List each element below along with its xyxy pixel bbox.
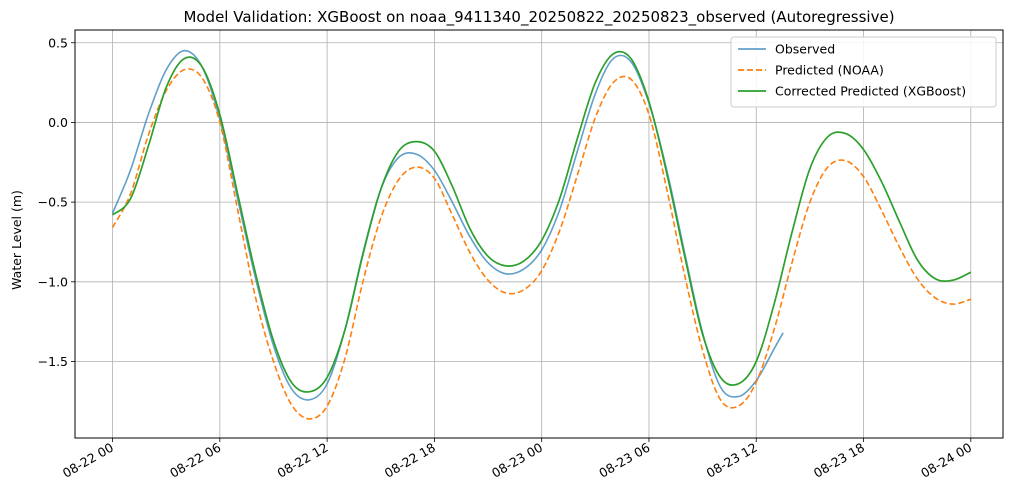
x-tick-label: 08-22 12	[274, 440, 330, 481]
series-line-observed	[111, 49, 784, 401]
legend-label: Observed	[775, 42, 835, 57]
y-tick-label: −1.0	[38, 274, 68, 289]
y-tick-label: 0.5	[48, 35, 68, 50]
x-tick-label: 08-22 00	[60, 440, 116, 481]
series-line-corrected-predicted-xgboost	[111, 50, 972, 393]
x-tick-label: 08-24 00	[918, 440, 974, 481]
x-tick-label: 08-23 06	[596, 440, 652, 481]
series-line-predicted-noaa	[111, 68, 972, 420]
x-tick-label: 08-22 18	[382, 440, 438, 481]
legend-box	[730, 36, 997, 108]
x-tick-label: 08-22 06	[167, 440, 223, 481]
chart-title: Model Validation: XGBoost on noaa_941134…	[183, 8, 894, 27]
x-tick-label: 08-23 12	[704, 440, 760, 481]
legend: Observed Predicted (NOAA) Corrected Predic…	[730, 36, 997, 108]
legend-label: Corrected Predicted (XGBoost)	[775, 84, 966, 99]
y-axis-label: Water Level (m)	[9, 190, 24, 290]
x-tick-label: 08-23 18	[811, 440, 867, 481]
x-tick-label: 08-23 00	[489, 440, 545, 481]
plot-frame	[74, 29, 1004, 439]
legend-label: Predicted (NOAA)	[775, 63, 884, 78]
plot-series	[111, 49, 972, 420]
y-tick-label: 0.0	[48, 115, 68, 130]
y-tick-label: −1.5	[38, 354, 68, 369]
y-tick-label: −0.5	[38, 195, 68, 210]
